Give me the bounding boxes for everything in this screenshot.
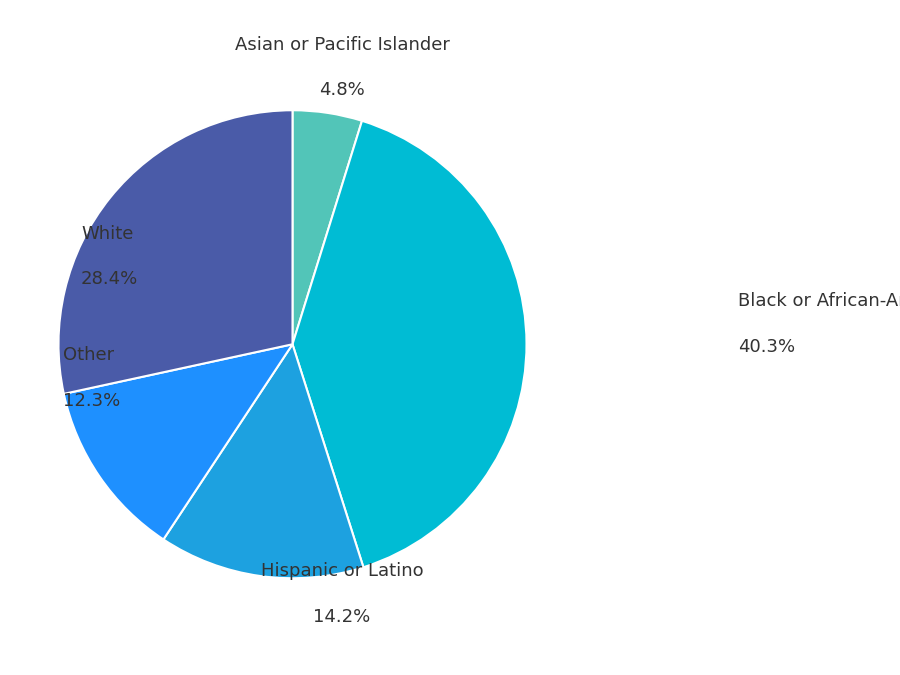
Text: White: White [81, 225, 133, 243]
Text: Black or African-American: Black or African-American [738, 292, 900, 310]
Wedge shape [164, 344, 364, 578]
Text: 12.3%: 12.3% [63, 392, 121, 410]
Wedge shape [64, 344, 292, 539]
Text: 4.8%: 4.8% [320, 81, 365, 99]
Wedge shape [292, 121, 526, 567]
Text: Hispanic or Latino: Hispanic or Latino [261, 562, 423, 580]
Text: Asian or Pacific Islander: Asian or Pacific Islander [235, 36, 449, 54]
Text: 28.4%: 28.4% [81, 270, 139, 288]
Text: 14.2%: 14.2% [313, 608, 371, 626]
Wedge shape [292, 110, 362, 344]
Wedge shape [58, 110, 292, 394]
Text: 40.3%: 40.3% [738, 338, 795, 356]
Text: Other: Other [63, 346, 114, 365]
